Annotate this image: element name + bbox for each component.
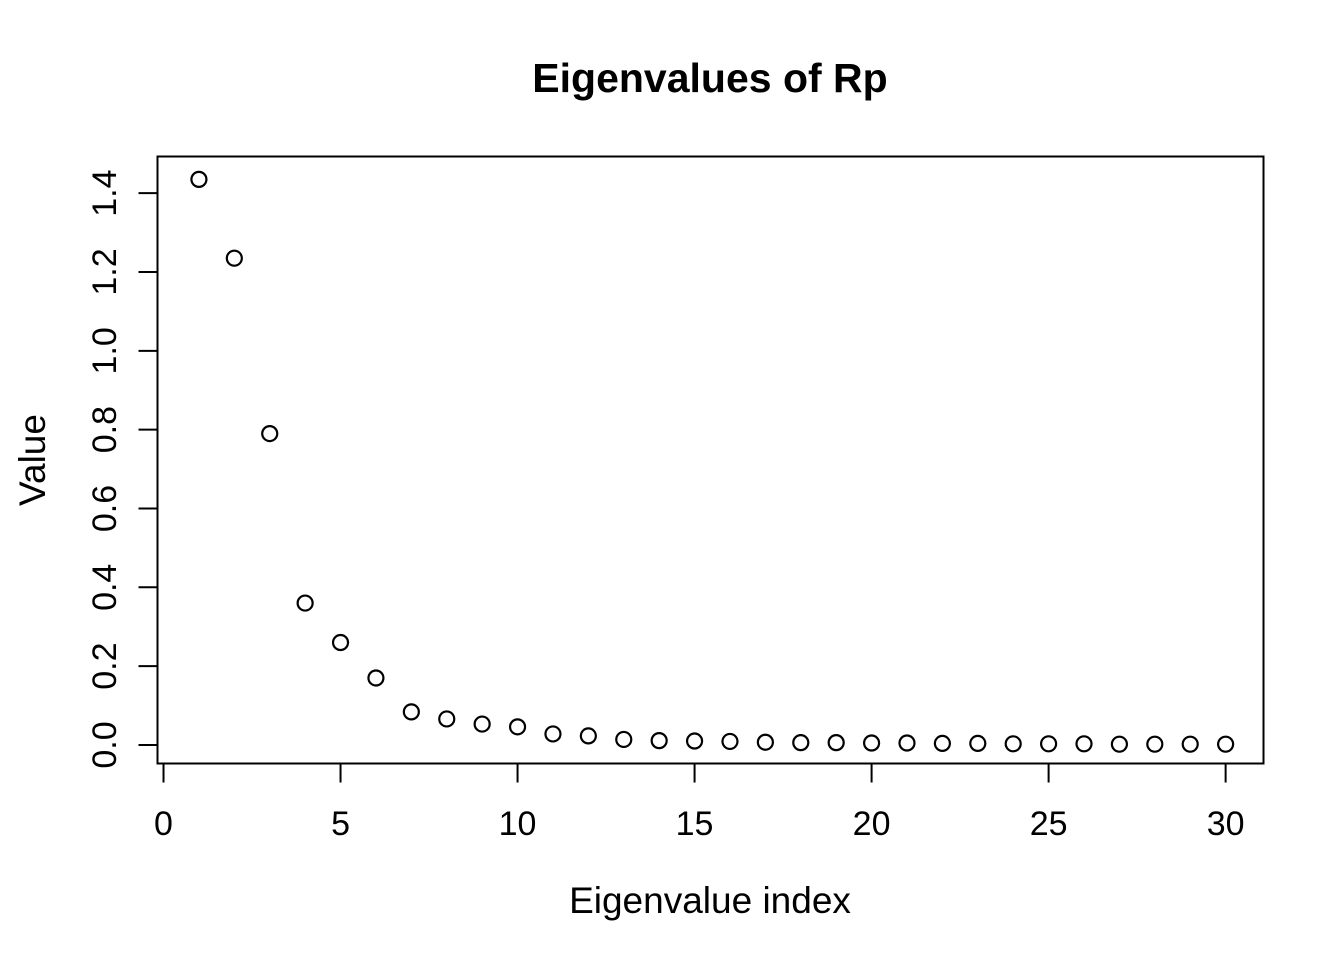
x-axis: 0 5 10 15 20 25 30 <box>154 763 1245 843</box>
y-tick-label: 1.4 <box>86 170 124 217</box>
data-point <box>438 710 456 728</box>
data-point <box>225 249 243 267</box>
y-tick-label: 0.0 <box>86 721 124 768</box>
y-tick-label: 0.4 <box>86 564 124 611</box>
data-point <box>473 715 491 733</box>
data-point <box>827 734 845 752</box>
y-tick-label: 0.8 <box>86 406 124 453</box>
data-point <box>862 734 881 752</box>
x-tick-label: 25 <box>1030 805 1068 843</box>
x-tick-label: 10 <box>499 805 537 843</box>
data-point <box>367 669 385 687</box>
data-point <box>721 732 739 751</box>
data-point <box>756 733 774 751</box>
y-axis-label: Value <box>12 414 53 506</box>
x-tick-label: 15 <box>676 805 714 843</box>
x-tick-label: 0 <box>154 805 173 843</box>
y-tick-label: 0.2 <box>86 643 124 690</box>
data-point <box>261 424 279 443</box>
data-point <box>331 633 350 652</box>
data-point <box>1004 735 1022 753</box>
data-point <box>898 734 916 752</box>
data-point <box>1040 735 1058 753</box>
data-point <box>969 734 987 752</box>
y-tick-label: 0.6 <box>86 485 124 532</box>
data-points <box>190 170 1235 753</box>
x-tick-label: 5 <box>331 805 350 843</box>
plot-box <box>156 155 1265 765</box>
chart-title: Eigenvalues of Rp <box>532 55 887 101</box>
data-point <box>190 170 208 188</box>
data-point <box>544 725 562 743</box>
x-tick-label: 30 <box>1207 805 1245 843</box>
data-point <box>1110 735 1129 753</box>
data-point <box>1146 735 1164 753</box>
data-point <box>296 594 314 612</box>
x-tick-label: 20 <box>853 805 891 843</box>
data-point <box>1217 735 1235 753</box>
y-tick-label: 1.0 <box>86 327 124 374</box>
data-point <box>615 730 633 749</box>
y-tick-label: 1.2 <box>86 248 124 295</box>
data-point <box>402 703 420 721</box>
data-point <box>508 718 527 736</box>
y-axis: 0.0 0.2 0.4 0.6 0.8 1.0 1.2 1.4 <box>86 170 158 769</box>
data-point <box>579 727 597 745</box>
data-point <box>1075 735 1093 753</box>
data-point <box>792 734 810 752</box>
data-point <box>1181 735 1199 753</box>
data-point <box>933 734 951 752</box>
x-axis-label: Eigenvalue index <box>569 880 851 921</box>
data-point <box>650 732 668 750</box>
data-point <box>685 732 704 750</box>
